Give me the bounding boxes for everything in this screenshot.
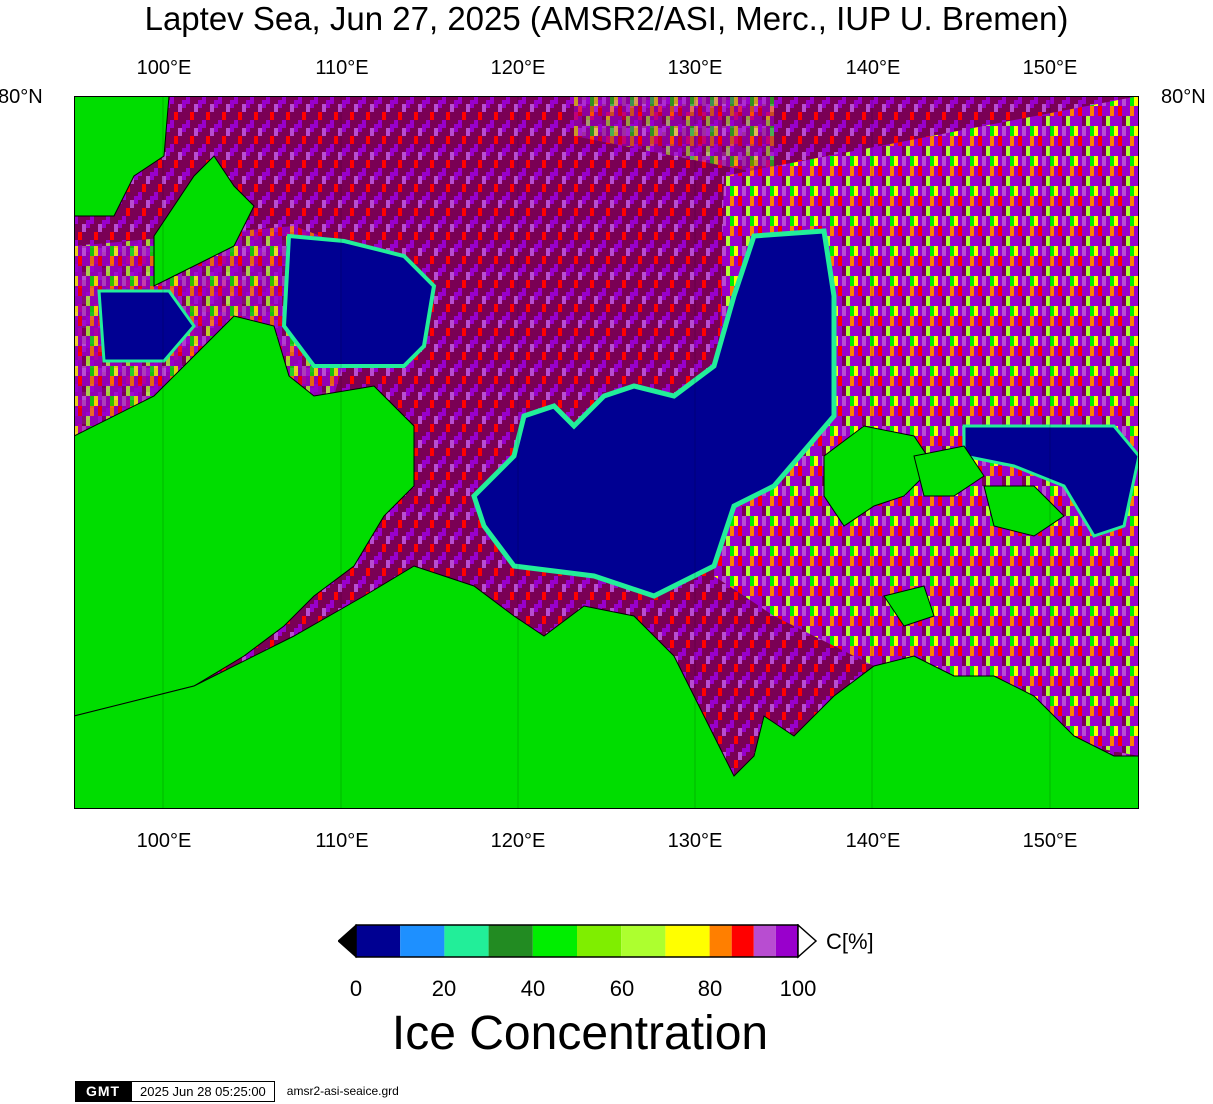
land-new-siberia-island xyxy=(983,485,1065,537)
lon-label-bottom-120: 120°E xyxy=(490,830,546,852)
lon-label-top-140: 140°E xyxy=(845,57,901,79)
colorbar-swatch xyxy=(488,925,533,957)
mixed-ice-zone-northeast xyxy=(574,96,774,176)
colorbar-swatch xyxy=(577,925,622,957)
gmt-logo: GMT xyxy=(75,1080,131,1102)
colorbar-swatch xyxy=(444,925,489,957)
lon-label-top-130: 130°E xyxy=(667,57,723,79)
open-water-west-pocket xyxy=(97,289,196,363)
lon-label-bottom-140: 140°E xyxy=(845,830,901,852)
land-bolshoy-lyakhovsky-island xyxy=(883,585,935,627)
land-faddeyevsky-island xyxy=(913,445,985,497)
graticule xyxy=(162,96,1051,809)
lat-label-right: 80°N xyxy=(1161,86,1206,108)
colorbar-swatch xyxy=(400,925,445,957)
colorbar-left-triangle xyxy=(338,924,357,959)
footer: GMT 2025 Jun 28 05:25:00 amsr2-asi-seaic… xyxy=(75,1080,399,1102)
map-title: Laptev Sea, Jun 27, 2025 (AMSR2/ASI, Mer… xyxy=(144,0,1069,37)
lon-label-top-120: 120°E xyxy=(490,57,546,79)
colorbar-unit-label: C[%] xyxy=(826,929,874,954)
lat-label-left: 80°N xyxy=(0,86,43,108)
lon-label-bottom-130: 130°E xyxy=(667,830,723,852)
colorbar-tick-20: 20 xyxy=(431,976,457,1001)
lon-label-bottom-150: 150°E xyxy=(1022,830,1078,852)
colorbar xyxy=(338,924,818,959)
colorbar-swatch xyxy=(753,925,776,957)
land-siberian-mainland xyxy=(74,565,1139,809)
land-bolshevik-island xyxy=(153,155,255,287)
colorbar-swatch xyxy=(532,925,577,957)
ice-concentration-map xyxy=(74,96,1139,809)
land-kotelny-island xyxy=(823,425,935,527)
open-water-east-siberian xyxy=(962,424,1139,538)
lon-label-top-110: 110°E xyxy=(315,57,369,79)
open-water-taymyr-polynya xyxy=(281,233,437,368)
colorbar-tick-80: 80 xyxy=(697,976,723,1001)
colorbar-tick-40: 40 xyxy=(520,976,546,1001)
lon-label-top-150: 150°E xyxy=(1022,57,1078,79)
colorbar-swatch xyxy=(621,925,666,957)
colorbar-right-triangle xyxy=(797,924,818,959)
lon-label-bottom-110: 110°E xyxy=(315,830,369,852)
colorbar-swatch xyxy=(709,925,732,957)
lon-label-top-100: 100°E xyxy=(136,57,192,79)
timestamp: 2025 Jun 28 05:25:00 xyxy=(131,1080,275,1102)
lon-label-bottom-100: 100°E xyxy=(136,830,192,852)
colorbar-swatch xyxy=(356,925,401,957)
colorbar-tick-0: 0 xyxy=(349,976,363,1001)
land-severnaya-zemlya xyxy=(74,96,170,217)
colorbar-swatch xyxy=(775,925,798,957)
colorbar-tick-100: 100 xyxy=(779,976,817,1001)
grid-file-name: amsr2-asi-seaice.grd xyxy=(286,1084,399,1098)
open-water-central-laptev xyxy=(471,228,837,599)
colorbar-tick-60: 60 xyxy=(609,976,635,1001)
legend-title: Ice Concentration xyxy=(391,1007,769,1060)
colorbar-swatch xyxy=(731,925,754,957)
colorbar-swatch xyxy=(665,925,710,957)
